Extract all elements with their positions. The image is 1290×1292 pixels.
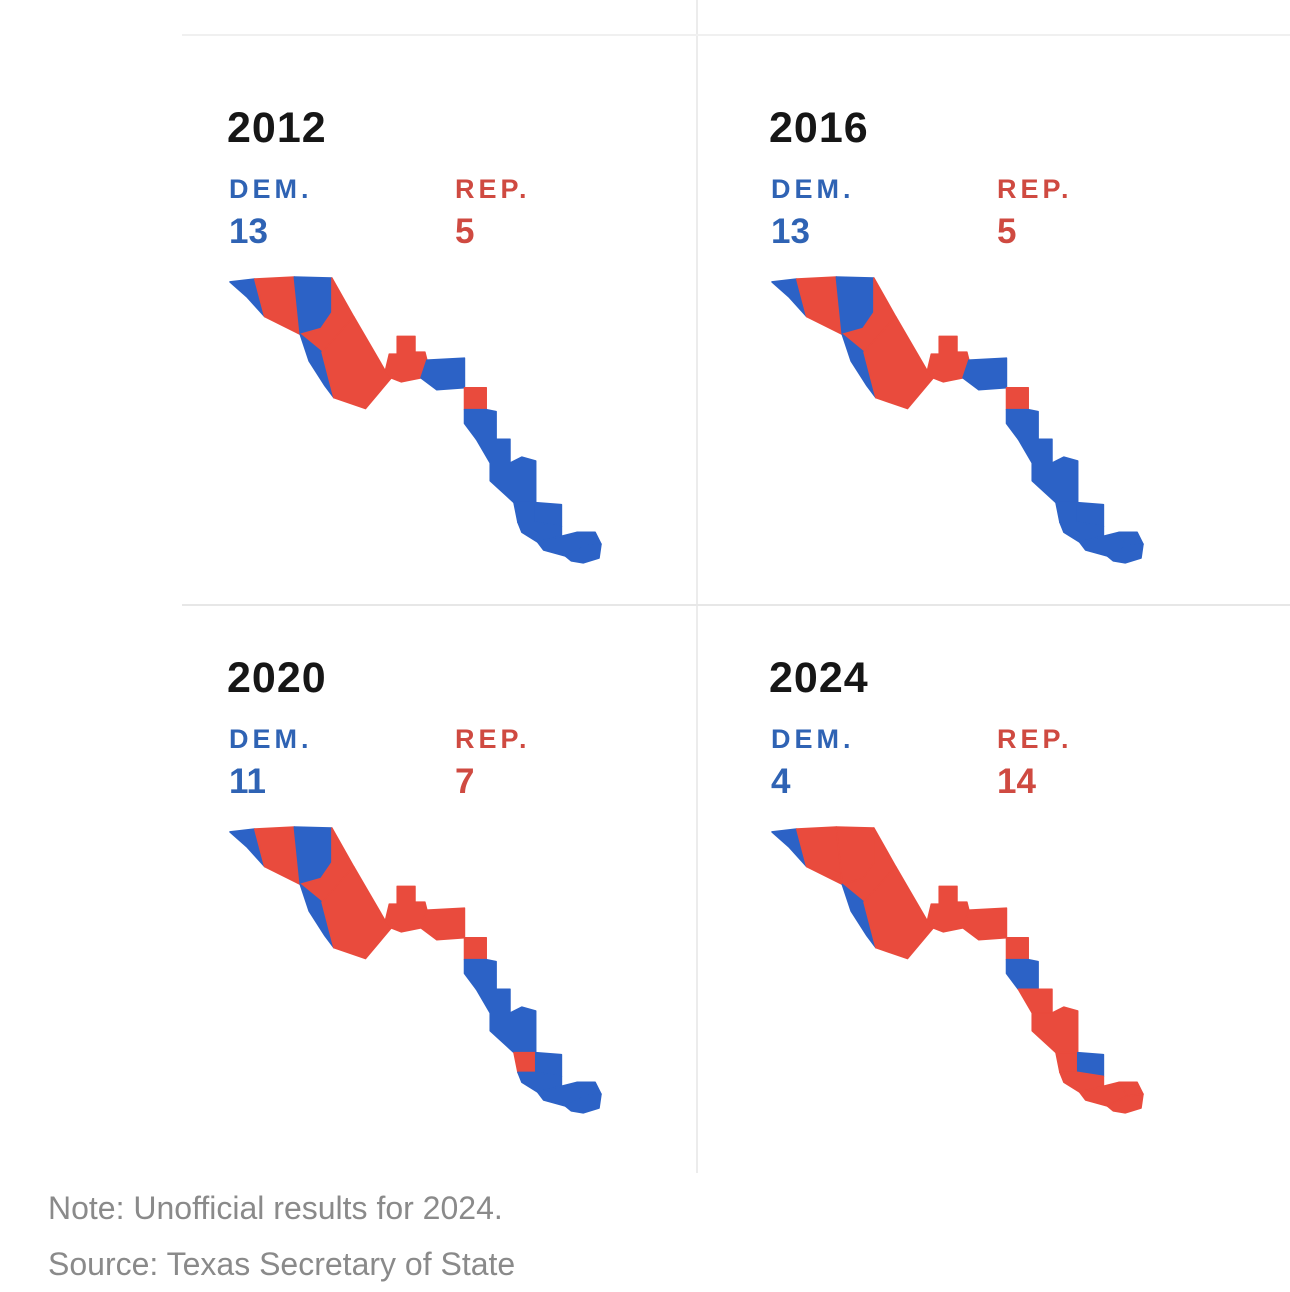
- map-region: [1106, 1093, 1144, 1114]
- rep-stat: REP. 7: [455, 724, 531, 802]
- dem-count: 13: [229, 212, 268, 251]
- map-region: [926, 335, 970, 383]
- map-region: [420, 907, 466, 941]
- dem-label: DEM.: [229, 724, 313, 754]
- map-region: [841, 883, 877, 949]
- map-region: [926, 885, 970, 933]
- map-region: [841, 333, 877, 399]
- map-region: [513, 1051, 537, 1074]
- map-region: [463, 958, 497, 990]
- dem-stat: DEM. 13: [229, 174, 313, 252]
- dem-stat: DEM. 4: [771, 724, 855, 802]
- rep-label: REP.: [997, 724, 1073, 754]
- rep-stat: REP. 14: [997, 724, 1073, 802]
- rep-label: REP.: [455, 724, 531, 754]
- panel-2012: 2012 DEM. 13 REP. 5: [227, 104, 717, 584]
- top-divider: [182, 34, 1290, 36]
- rep-label: REP.: [997, 174, 1073, 204]
- map-region: [1055, 1051, 1079, 1074]
- border-counties-map-2020: [229, 826, 602, 1114]
- map-region: [463, 408, 497, 440]
- map-region: [463, 937, 487, 961]
- panel-year: 2016: [769, 104, 869, 152]
- dem-label: DEM.: [229, 174, 313, 204]
- map-region: [420, 357, 466, 391]
- rep-label: REP.: [455, 174, 531, 204]
- source-text: Source: Texas Secretary of State: [48, 1246, 516, 1282]
- panel-2016: 2016 DEM. 13 REP. 5: [769, 104, 1259, 584]
- middle-divider: [182, 604, 1290, 606]
- border-counties-map-2016: [771, 276, 1144, 564]
- map-region: [253, 276, 301, 336]
- map-region: [795, 826, 843, 886]
- vertical-divider: [696, 0, 698, 1173]
- map-region: [475, 438, 511, 464]
- panel-2020: 2020 DEM. 11 REP. 7: [227, 654, 717, 1134]
- rep-stat: REP. 5: [455, 174, 531, 252]
- map-region: [1106, 543, 1144, 564]
- dem-label: DEM.: [771, 174, 855, 204]
- map-region: [489, 1006, 537, 1054]
- map-region: [1005, 387, 1029, 411]
- rep-count: 5: [455, 212, 475, 251]
- dem-stat: DEM. 11: [229, 724, 313, 802]
- map-region: [299, 333, 335, 399]
- map-region: [564, 1093, 602, 1114]
- map-region: [384, 885, 428, 933]
- rep-stat: REP. 5: [997, 174, 1073, 252]
- panel-year: 2012: [227, 104, 327, 152]
- rep-count: 7: [455, 762, 475, 801]
- map-region: [1005, 937, 1029, 961]
- note-text: Note: Unofficial results for 2024.: [48, 1190, 503, 1226]
- map-region: [962, 357, 1008, 391]
- map-region: [1017, 988, 1053, 1014]
- map-region: [1055, 501, 1079, 524]
- dem-count: 4: [771, 762, 791, 801]
- panel-year: 2020: [227, 654, 327, 702]
- map-region: [253, 826, 301, 886]
- map-region: [475, 988, 511, 1014]
- dem-label: DEM.: [771, 724, 855, 754]
- map-region: [1031, 1006, 1079, 1054]
- panel-year: 2024: [769, 654, 869, 702]
- map-region: [513, 501, 537, 524]
- map-region: [564, 543, 602, 564]
- panel-2024: 2024 DEM. 4 REP. 14: [769, 654, 1259, 1134]
- rep-count: 5: [997, 212, 1017, 251]
- map-region: [489, 456, 537, 504]
- map-region: [463, 387, 487, 411]
- border-counties-map-2024: [771, 826, 1144, 1114]
- dem-stat: DEM. 13: [771, 174, 855, 252]
- dem-count: 13: [771, 212, 810, 251]
- map-region: [1031, 456, 1079, 504]
- border-counties-map-2012: [229, 276, 602, 564]
- map-region: [962, 907, 1008, 941]
- map-region: [795, 276, 843, 336]
- dem-count: 11: [229, 762, 266, 801]
- map-region: [1005, 958, 1039, 990]
- rep-count: 14: [997, 762, 1036, 801]
- map-region: [299, 883, 335, 949]
- map-region: [1005, 408, 1039, 440]
- map-region: [1017, 438, 1053, 464]
- map-region: [384, 335, 428, 383]
